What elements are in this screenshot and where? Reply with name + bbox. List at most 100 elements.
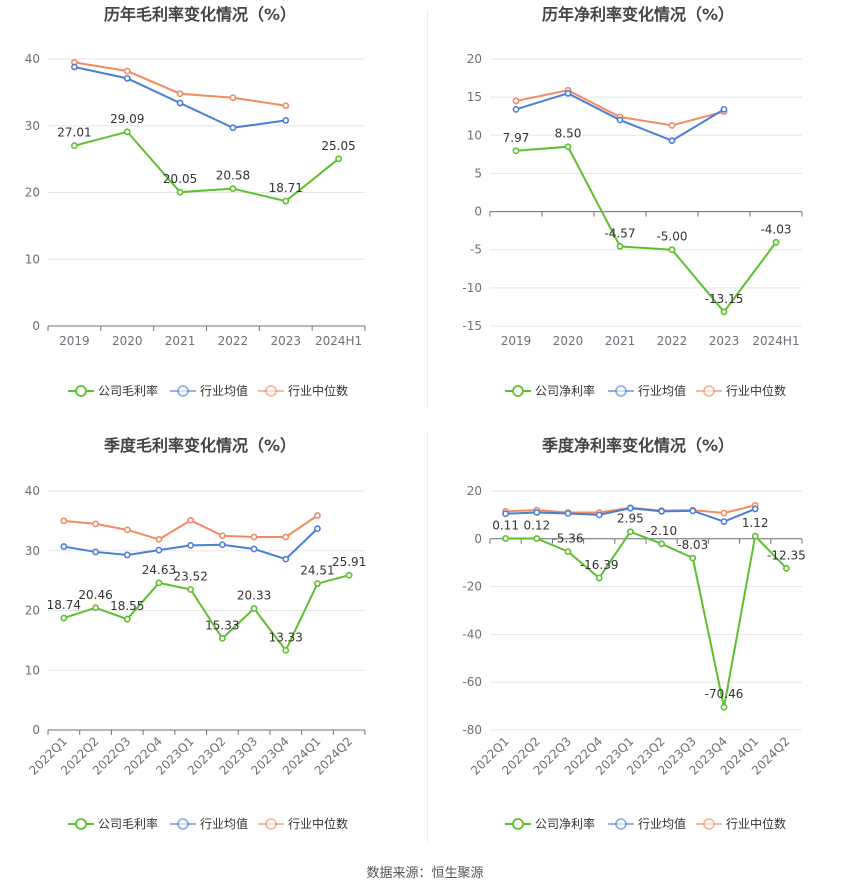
legend-item-company[interactable]: 公司净利率 — [505, 816, 595, 831]
series-line-industry_median — [74, 61, 286, 107]
chart-panel-4: 季度净利率变化情况（%）-80-60-40-200202022Q12022Q22… — [462, 436, 805, 831]
data-label: 20.05 — [163, 172, 197, 186]
legend-item-industry_median[interactable]: 行业中位数 — [258, 383, 348, 398]
legend-item-industry_median[interactable]: 行业中位数 — [258, 816, 348, 831]
data-point-industry_avg — [71, 63, 78, 71]
data-point-company — [616, 243, 624, 250]
chart-title: 历年净利率变化情况（%） — [542, 5, 734, 24]
data-point-company — [155, 579, 163, 587]
legend-label: 公司净利率 — [535, 383, 595, 398]
legend-marker — [265, 818, 277, 830]
data-point-company — [564, 143, 572, 151]
legend-item-industry_avg[interactable]: 行业均值 — [608, 816, 686, 831]
data-point-industry_median — [250, 533, 258, 541]
data-point-company — [282, 646, 290, 654]
legend-label: 行业均值 — [200, 383, 248, 398]
legend-item-industry_median[interactable]: 行业中位数 — [696, 383, 786, 398]
legend-label: 公司净利率 — [535, 816, 595, 831]
y-tick-label: 20 — [467, 484, 482, 498]
data-point-company — [772, 238, 780, 246]
x-tick-label: 2023 — [270, 334, 301, 348]
data-point-industry_median — [218, 532, 226, 540]
data-label: -13.15 — [705, 292, 744, 306]
y-tick-label: -20 — [462, 580, 482, 594]
data-label: -2.10 — [646, 524, 677, 538]
data-point-industry_median — [123, 526, 131, 534]
legend-label: 行业均值 — [638, 816, 686, 831]
data-label: 18.55 — [110, 599, 144, 613]
y-tick-label: 40 — [25, 484, 40, 498]
data-label: 25.05 — [321, 139, 355, 153]
y-tick-label: -80 — [462, 723, 482, 737]
data-point-industry_median — [668, 121, 676, 129]
data-point-company — [314, 580, 321, 587]
y-tick-label: 0 — [474, 205, 482, 219]
data-label: -12.35 — [767, 548, 806, 562]
data-point-industry_avg — [314, 525, 321, 533]
data-label: 2.95 — [617, 512, 644, 526]
legend-item-company[interactable]: 公司毛利率 — [68, 383, 158, 398]
chart-title: 季度毛利率变化情况（%） — [103, 436, 296, 455]
y-tick-label: -5 — [470, 243, 482, 257]
chart-title: 季度净利率变化情况（%） — [541, 436, 734, 455]
legend-item-industry_avg[interactable]: 行业均值 — [608, 383, 686, 398]
x-tick-label: 2020 — [112, 334, 143, 348]
y-tick-label: 0 — [32, 723, 40, 737]
data-point-company — [595, 574, 603, 582]
legend-label: 公司毛利率 — [98, 816, 158, 831]
y-tick-label: 5 — [474, 166, 482, 180]
data-point-company — [123, 128, 131, 136]
data-point-company — [123, 615, 131, 623]
data-point-industry_avg — [616, 116, 624, 124]
legend-marker — [615, 385, 627, 397]
data-point-company — [689, 554, 697, 562]
data-point-company — [345, 571, 353, 579]
legend-label: 行业均值 — [200, 816, 248, 831]
data-point-industry_median — [229, 94, 237, 102]
data-point-company — [92, 604, 99, 612]
data-point-industry_avg — [658, 507, 665, 515]
data-point-company — [668, 246, 676, 254]
series-line-company — [63, 574, 350, 653]
legend-item-industry_median[interactable]: 行业中位数 — [696, 816, 786, 831]
legend-label: 行业均值 — [638, 383, 686, 398]
data-label: 27.01 — [57, 126, 91, 140]
legend-item-industry_avg[interactable]: 行业均值 — [170, 383, 248, 398]
legend-item-industry_avg[interactable]: 行业均值 — [170, 816, 248, 831]
legend-marker — [75, 818, 87, 830]
data-label: 20.46 — [78, 588, 112, 602]
y-tick-label: 0 — [32, 319, 40, 333]
panel-divider-bottom — [427, 432, 428, 842]
data-point-industry_median — [187, 516, 195, 524]
data-point-industry_median — [123, 67, 131, 75]
data-label: 8.50 — [555, 127, 582, 141]
data-point-industry_median — [60, 517, 68, 525]
data-label: 23.52 — [173, 569, 207, 583]
y-tick-label: 15 — [467, 90, 482, 104]
chart-panel-3: 季度毛利率变化情况（%）0102030402022Q12022Q22022Q32… — [25, 436, 367, 831]
data-label: 25.91 — [332, 555, 366, 569]
legend-marker — [703, 818, 715, 830]
data-point-company — [282, 197, 290, 205]
data-point-industry_avg — [187, 541, 195, 549]
data-label: 20.33 — [237, 589, 271, 603]
y-tick-label: -60 — [462, 675, 482, 689]
x-tick-label: 2022 — [657, 334, 688, 348]
data-point-industry_avg — [751, 505, 759, 513]
data-label: -16.39 — [580, 558, 619, 572]
y-tick-label: 20 — [467, 52, 482, 66]
data-point-industry_avg — [720, 105, 728, 113]
data-label: 0.12 — [523, 519, 550, 533]
legend-marker — [75, 385, 87, 397]
data-point-industry_avg — [689, 507, 697, 515]
series-line-company — [505, 530, 788, 708]
legend-label: 行业中位数 — [288, 383, 348, 398]
x-tick-label: 2020 — [553, 334, 584, 348]
data-point-industry_avg — [176, 99, 184, 107]
x-tick-label: 2019 — [501, 334, 532, 348]
y-tick-label: -10 — [462, 281, 482, 295]
legend-item-company[interactable]: 公司净利率 — [505, 383, 595, 398]
data-point-industry_avg — [218, 541, 226, 549]
legend-item-company[interactable]: 公司毛利率 — [68, 816, 158, 831]
data-point-company — [250, 605, 258, 612]
